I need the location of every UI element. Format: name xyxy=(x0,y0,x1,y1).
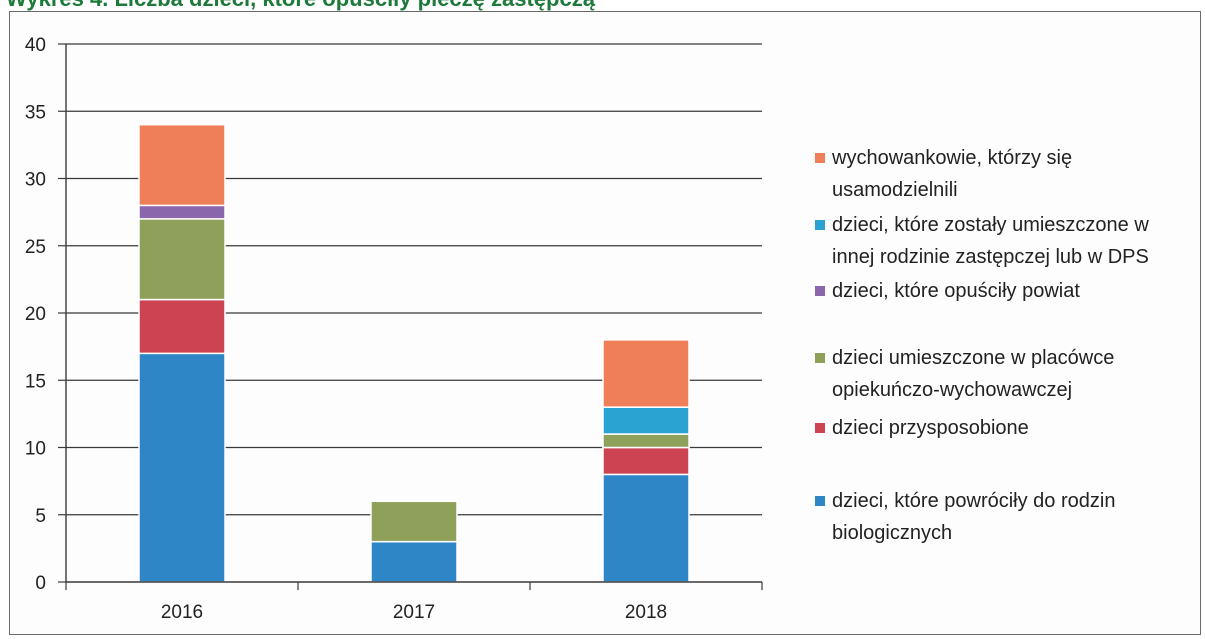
x-tick-label: 2018 xyxy=(625,602,667,623)
y-tick-label: 20 xyxy=(25,304,46,325)
legend-item: dzieci przysposobione xyxy=(815,412,1029,444)
legend-label: dzieci, które opuściły powiat xyxy=(832,280,1080,302)
bar-segment xyxy=(602,473,690,583)
legend-label: dzieci, które powróciły do rodzin biolog… xyxy=(832,490,1116,544)
bar-segment xyxy=(138,298,226,355)
y-tick-labels: 0 5 10 15 20 25 30 35 40 xyxy=(25,35,46,594)
y-tick-label: 25 xyxy=(25,237,46,258)
legend-label: wychowankowie, którzy się usamodzielnili xyxy=(832,147,1073,201)
y-tick-label: 10 xyxy=(25,439,46,460)
legend-swatch xyxy=(815,353,825,363)
legend-swatch xyxy=(815,286,825,296)
axes xyxy=(58,43,763,590)
y-tick-label: 15 xyxy=(25,371,46,392)
legend-swatch xyxy=(815,153,825,163)
chart-plot: 0 5 10 15 20 25 30 35 40 2016 2017 2018 xyxy=(25,35,763,623)
y-tick-label: 40 xyxy=(25,35,46,56)
x-tick-labels: 2016 2017 2018 xyxy=(161,602,667,623)
bar-stacks xyxy=(138,123,690,583)
y-tick-label: 30 xyxy=(25,170,46,191)
x-tick-label: 2016 xyxy=(161,602,203,623)
legend-swatch xyxy=(815,423,825,433)
bar-segment xyxy=(138,218,226,301)
legend-swatch xyxy=(815,496,825,506)
bar-segment xyxy=(370,500,458,543)
bar-segment xyxy=(138,352,226,583)
legend-label: dzieci umieszczone w placówce opiekuńczo… xyxy=(832,347,1115,401)
legend-item: dzieci, które zostały umieszczone w inne… xyxy=(815,209,1149,273)
bar-segment xyxy=(602,433,690,449)
bar-segment xyxy=(138,123,226,207)
legend-item: dzieci, które powróciły do rodzin biolog… xyxy=(815,485,1115,549)
y-tick-label: 0 xyxy=(35,573,46,594)
bar-segment xyxy=(602,339,690,408)
legend-swatch xyxy=(815,220,825,230)
chart-frame: 0 5 10 15 20 25 30 35 40 2016 2017 2018 wychowanko… xyxy=(9,11,1201,635)
page-title: Wykres 4. Liczba dzieci, które opuściły … xyxy=(6,0,595,12)
bar-segment xyxy=(370,540,458,583)
legend-label: dzieci, które zostały umieszczone w inne… xyxy=(832,214,1149,268)
y-tick-label: 5 xyxy=(35,506,46,527)
bar-segment xyxy=(138,204,226,220)
bar-segment xyxy=(602,406,690,435)
legend-item: dzieci umieszczone w placówce opiekuńczo… xyxy=(815,342,1114,406)
y-tick-label: 35 xyxy=(25,102,46,123)
legend-item: wychowankowie, którzy się usamodzielnili xyxy=(815,142,1072,206)
legend-item: dzieci, które opuściły powiat xyxy=(815,275,1080,307)
legend: wychowankowie, którzy się usamodzielnili… xyxy=(815,142,1200,572)
bar-segment xyxy=(602,446,690,476)
x-tick-label: 2017 xyxy=(393,602,435,623)
legend-label: dzieci przysposobione xyxy=(832,417,1029,439)
